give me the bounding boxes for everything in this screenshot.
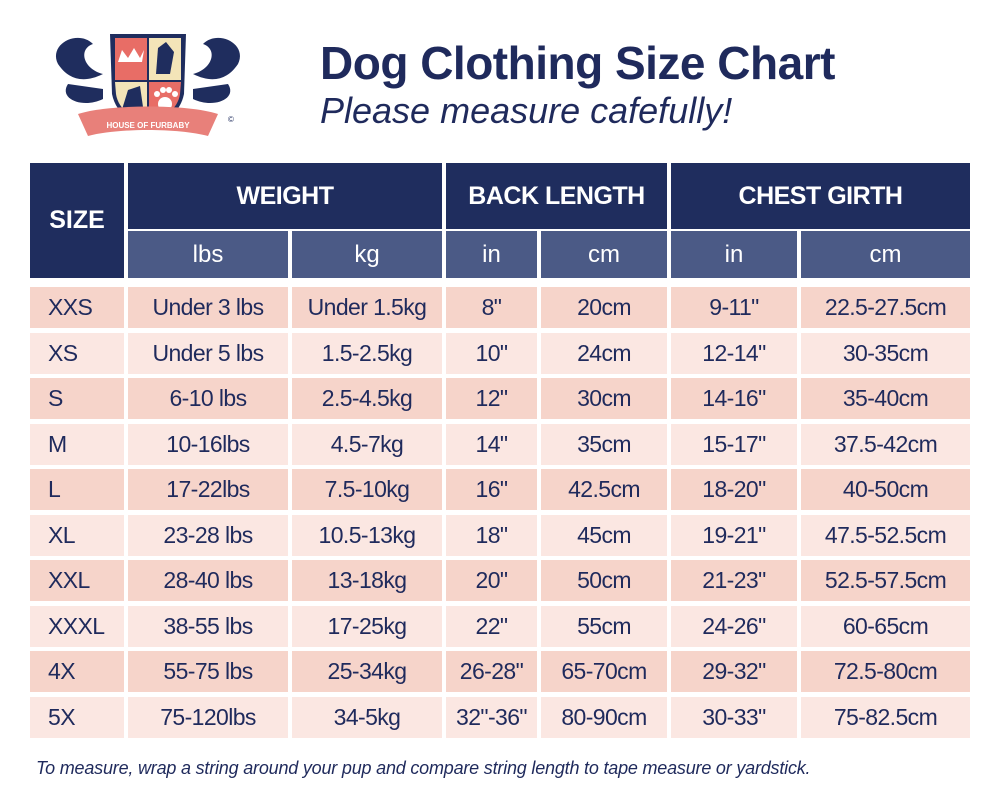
cell-weight-kg: 17-25kg — [292, 605, 442, 647]
cell-back-length-in: 12" — [446, 378, 537, 419]
cell-weight-kg: 4.5-7kg — [292, 423, 442, 465]
subheader-chest-in: in — [671, 231, 797, 278]
cell-back-length-cm: 24cm — [541, 332, 667, 374]
cell-size: 5X — [30, 696, 124, 738]
cell-back-length-cm: 55cm — [541, 605, 667, 647]
cell-back-length-in: 16" — [446, 469, 537, 510]
measuring-note: To measure, wrap a string around your pu… — [36, 758, 811, 778]
cell-chest-girth-cm: 37.5-42cm — [801, 423, 970, 465]
cell-weight-kg: 13-18kg — [292, 560, 442, 601]
cell-weight-lbs: 28-40 lbs — [128, 560, 288, 601]
cell-back-length-cm: 20cm — [541, 287, 667, 328]
header-size: SIZE — [30, 163, 124, 278]
cell-chest-girth-cm: 60-65cm — [801, 605, 970, 647]
header-chest-girth: CHEST GIRTH — [671, 163, 970, 229]
cell-chest-girth-in: 18-20" — [671, 469, 797, 510]
cell-back-length-in: 26-28" — [446, 651, 537, 692]
house-of-furbaby-logo: HOUSE OF FURBABY © — [48, 24, 248, 144]
cell-weight-lbs: Under 5 lbs — [128, 332, 288, 374]
cell-weight-lbs: 23-28 lbs — [128, 514, 288, 556]
size-chart-table: SIZE WEIGHT BACK LENGTH CHEST GIRTH lbs … — [30, 163, 970, 742]
cell-back-length-cm: 50cm — [541, 560, 667, 601]
cell-chest-girth-cm: 30-35cm — [801, 332, 970, 374]
cell-back-length-in: 8" — [446, 287, 537, 328]
cell-back-length-cm: 30cm — [541, 378, 667, 419]
cell-chest-girth-cm: 72.5-80cm — [801, 651, 970, 692]
cell-chest-girth-cm: 40-50cm — [801, 469, 970, 510]
cell-back-length-in: 18" — [446, 514, 537, 556]
cell-weight-kg: 1.5-2.5kg — [292, 332, 442, 374]
cell-chest-girth-cm: 75-82.5cm — [801, 696, 970, 738]
cell-weight-kg: Under 1.5kg — [292, 287, 442, 328]
cell-chest-girth-in: 21-23" — [671, 560, 797, 601]
cell-weight-lbs: 55-75 lbs — [128, 651, 288, 692]
cell-size: XL — [30, 514, 124, 556]
cell-size: 4X — [30, 651, 124, 692]
cell-back-length-cm: 42.5cm — [541, 469, 667, 510]
cell-chest-girth-in: 14-16" — [671, 378, 797, 419]
subheader-chest-cm: cm — [801, 231, 970, 278]
page-subtitle: Please measure cafefully! — [320, 90, 733, 131]
subheader-weight-lbs: lbs — [128, 231, 288, 278]
cell-weight-lbs: 75-120lbs — [128, 696, 288, 738]
cell-size: L — [30, 469, 124, 510]
cell-chest-girth-in: 9-11" — [671, 287, 797, 328]
cell-weight-kg: 2.5-4.5kg — [292, 378, 442, 419]
cell-weight-kg: 10.5-13kg — [292, 514, 442, 556]
cell-size: XS — [30, 332, 124, 374]
cell-size: S — [30, 378, 124, 419]
cell-back-length-cm: 80-90cm — [541, 696, 667, 738]
cell-chest-girth-cm: 47.5-52.5cm — [801, 514, 970, 556]
subheader-weight-kg: kg — [292, 231, 442, 278]
svg-text:©: © — [228, 115, 234, 124]
cell-back-length-in: 32"-36" — [446, 696, 537, 738]
cell-chest-girth-cm: 35-40cm — [801, 378, 970, 419]
header-back-length: BACK LENGTH — [446, 163, 667, 229]
cell-weight-lbs: 10-16lbs — [128, 423, 288, 465]
cell-chest-girth-in: 30-33" — [671, 696, 797, 738]
cell-chest-girth-in: 19-21" — [671, 514, 797, 556]
cell-weight-lbs: 38-55 lbs — [128, 605, 288, 647]
cell-chest-girth-in: 24-26" — [671, 605, 797, 647]
cell-weight-kg: 25-34kg — [292, 651, 442, 692]
cell-size: XXL — [30, 560, 124, 601]
cell-back-length-cm: 35cm — [541, 423, 667, 465]
header-weight: WEIGHT — [128, 163, 442, 229]
cell-weight-lbs: 6-10 lbs — [128, 378, 288, 419]
cell-weight-lbs: 17-22lbs — [128, 469, 288, 510]
cell-back-length-in: 22" — [446, 605, 537, 647]
cell-weight-kg: 7.5-10kg — [292, 469, 442, 510]
cell-chest-girth-cm: 52.5-57.5cm — [801, 560, 970, 601]
cell-back-length-cm: 45cm — [541, 514, 667, 556]
cell-back-length-in: 10" — [446, 332, 537, 374]
svg-text:HOUSE OF FURBABY: HOUSE OF FURBABY — [106, 121, 190, 130]
subheader-back-cm: cm — [541, 231, 667, 278]
cell-weight-kg: 34-5kg — [292, 696, 442, 738]
cell-chest-girth-in: 29-32" — [671, 651, 797, 692]
cell-size: XXS — [30, 287, 124, 328]
cell-back-length-in: 14" — [446, 423, 537, 465]
subheader-back-in: in — [446, 231, 537, 278]
cell-back-length-cm: 65-70cm — [541, 651, 667, 692]
cell-size: M — [30, 423, 124, 465]
cell-chest-girth-in: 12-14" — [671, 332, 797, 374]
cell-weight-lbs: Under 3 lbs — [128, 287, 288, 328]
cell-back-length-in: 20" — [446, 560, 537, 601]
cell-chest-girth-cm: 22.5-27.5cm — [801, 287, 970, 328]
cell-size: XXXL — [30, 605, 124, 647]
header-spacer — [30, 278, 970, 287]
page-title: Dog Clothing Size Chart — [320, 37, 835, 89]
cell-chest-girth-in: 15-17" — [671, 423, 797, 465]
